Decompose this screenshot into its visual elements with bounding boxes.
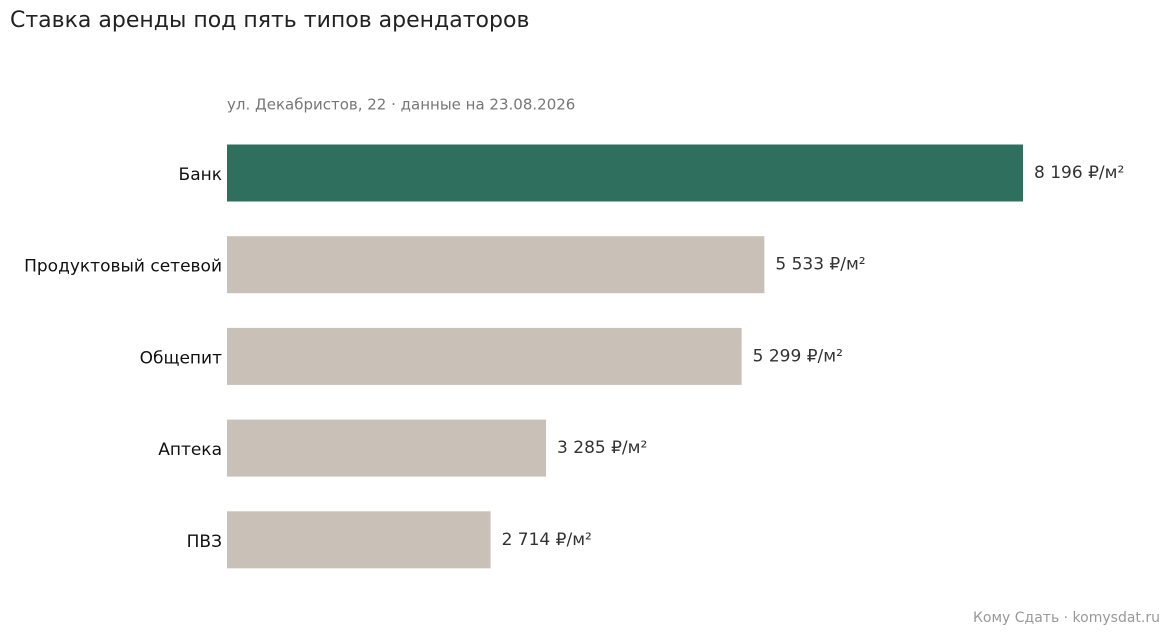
category-label: Общепит	[140, 348, 222, 368]
value-label: 5 533 ₽/м²	[775, 255, 865, 275]
value-label: 3 285 ₽/м²	[557, 438, 647, 458]
chart-title: Ставка аренды под пять типов арендаторов	[10, 8, 529, 33]
category-label: Продуктовый сетевой	[24, 257, 222, 277]
value-label: 8 196 ₽/м²	[1034, 163, 1124, 183]
source: Кому Сдать · komysdat.ru	[973, 610, 1160, 626]
category-label: ПВЗ	[187, 532, 222, 552]
category-label: Аптека	[158, 440, 222, 460]
bar	[227, 327, 742, 385]
value-label: 5 299 ₽/м²	[753, 346, 843, 366]
bar	[227, 144, 1023, 202]
bar	[227, 419, 547, 477]
bar	[227, 236, 765, 294]
chart-subtitle: ул. Декабристов, 22 · данные на 23.08.20…	[227, 96, 575, 114]
value-label: 2 714 ₽/м²	[502, 530, 592, 550]
bar	[227, 511, 491, 569]
category-label: Банк	[179, 165, 222, 185]
